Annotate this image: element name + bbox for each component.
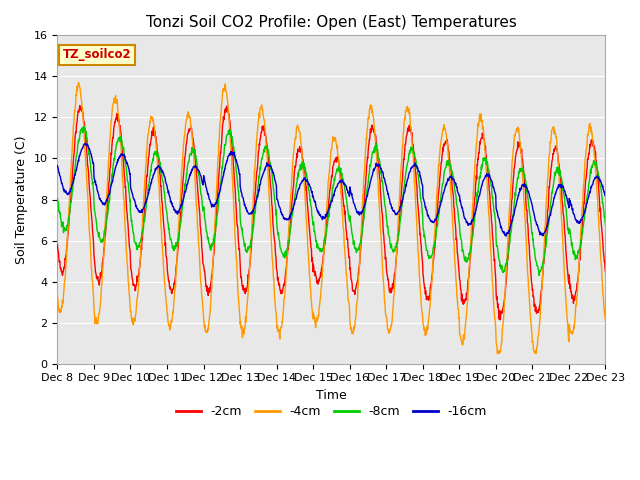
- Y-axis label: Soil Temperature (C): Soil Temperature (C): [15, 135, 28, 264]
- Legend: -2cm, -4cm, -8cm, -16cm: -2cm, -4cm, -8cm, -16cm: [171, 400, 492, 423]
- Text: TZ_soilco2: TZ_soilco2: [63, 48, 131, 61]
- X-axis label: Time: Time: [316, 389, 347, 402]
- Title: Tonzi Soil CO2 Profile: Open (East) Temperatures: Tonzi Soil CO2 Profile: Open (East) Temp…: [146, 15, 517, 30]
